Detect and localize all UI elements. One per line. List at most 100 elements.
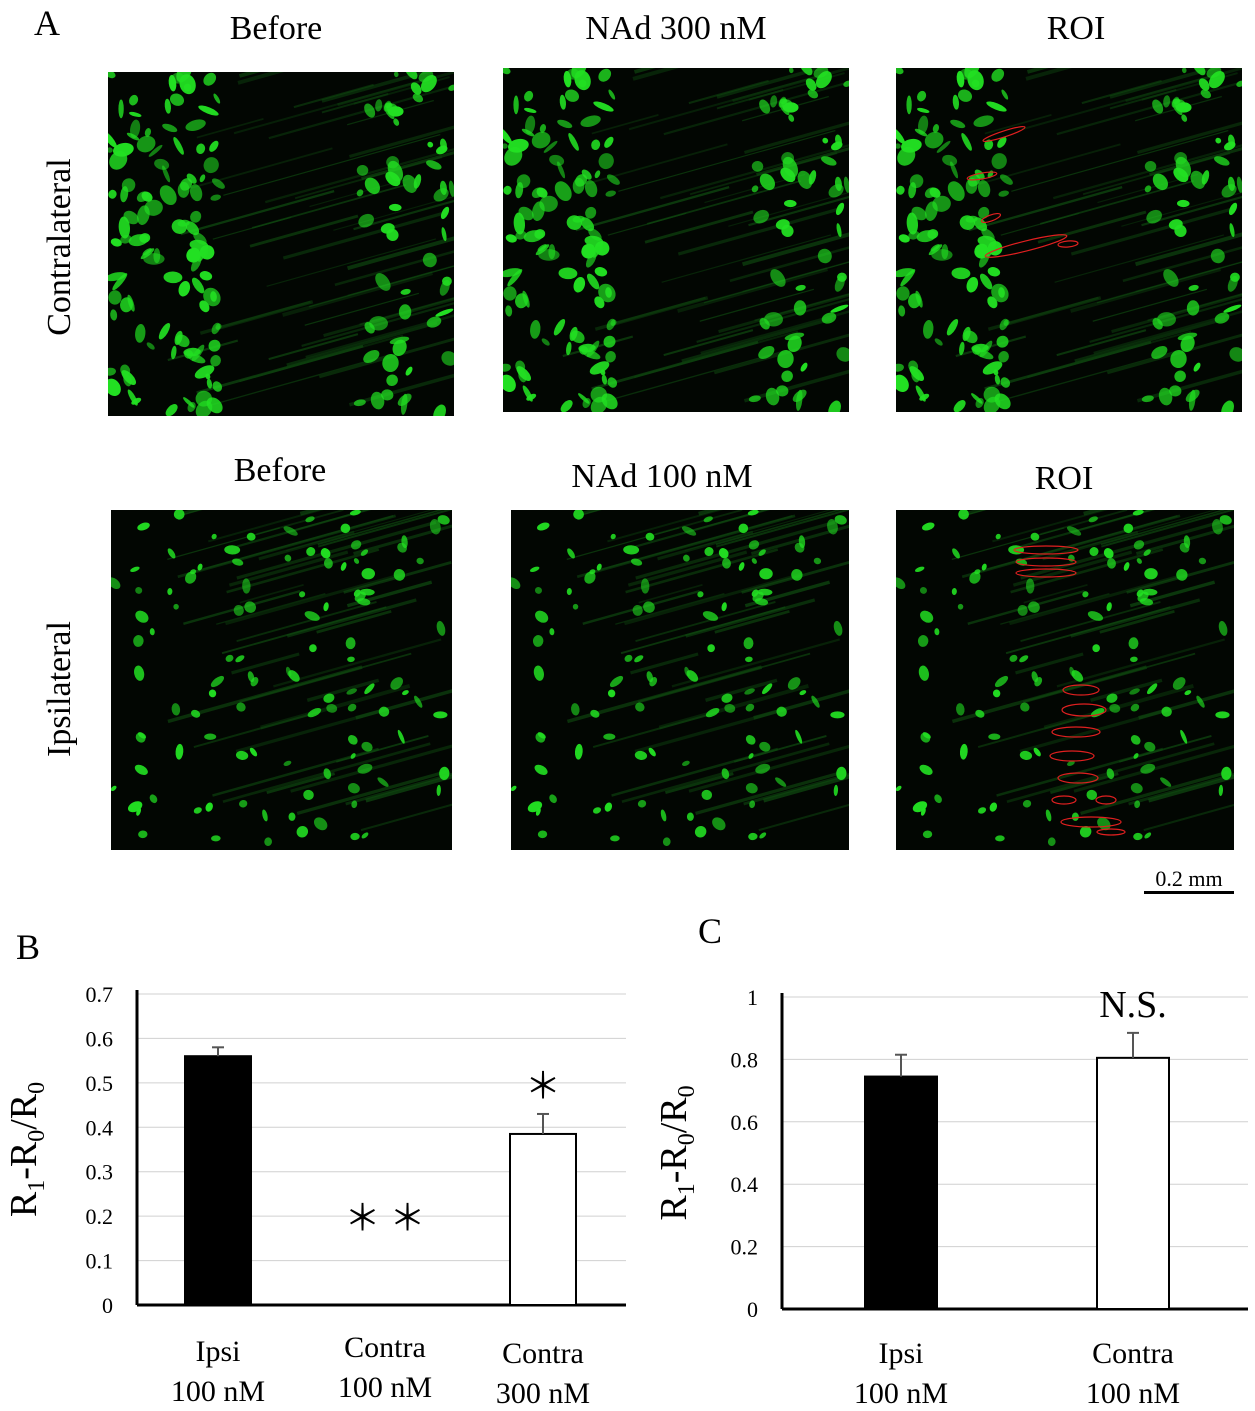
fluorescent-cell xyxy=(953,400,966,412)
fluorescent-cell xyxy=(361,741,373,752)
fluorescent-cell xyxy=(1082,591,1089,598)
fiber-striation xyxy=(1010,548,1164,594)
fluorescent-cell xyxy=(1001,89,1009,100)
fluorescent-cell xyxy=(513,212,526,235)
fluorescent-cell xyxy=(601,393,618,410)
fluorescent-cell xyxy=(566,215,583,230)
fluorescent-cell xyxy=(1198,557,1207,565)
fiber-striation xyxy=(742,232,849,267)
bar xyxy=(864,1075,938,1310)
fiber-striation xyxy=(612,296,706,325)
fluorescent-cell xyxy=(351,800,358,809)
fluorescent-cell xyxy=(908,360,919,372)
fiber-striation xyxy=(681,317,833,363)
fluorescent-cell xyxy=(511,785,517,792)
fiber-striation xyxy=(716,68,828,99)
fiber-striation xyxy=(223,133,441,196)
fluorescent-cell xyxy=(1144,568,1158,580)
fluorescent-cell xyxy=(590,709,600,718)
fluorescent-cell xyxy=(1218,784,1224,797)
fluorescent-cell xyxy=(950,119,966,129)
fluorescent-cell xyxy=(340,523,351,534)
fluorescent-cell xyxy=(1033,747,1041,757)
fluorescent-cell xyxy=(1163,95,1171,108)
fluorescent-cell xyxy=(397,729,405,744)
fluorescent-cell xyxy=(605,287,612,298)
fluorescent-cell xyxy=(190,569,197,575)
fluorescent-cell xyxy=(364,103,376,118)
fluorescent-cell xyxy=(1152,173,1168,191)
fiber-striation xyxy=(607,510,724,543)
fluorescent-cell xyxy=(751,185,759,193)
fluorescent-cell xyxy=(1174,224,1187,237)
fluorescent-cell xyxy=(795,389,803,411)
fluorescent-cell xyxy=(957,603,964,610)
fluorescent-cell xyxy=(837,272,847,282)
fluorescent-cell xyxy=(1142,588,1158,596)
title-contra-nad: NAd 300 nM xyxy=(585,10,767,47)
fiber-striation xyxy=(756,147,849,177)
fluorescent-cell xyxy=(513,95,519,115)
fiber-striation xyxy=(304,292,420,326)
fluorescent-cell xyxy=(770,269,786,287)
fluorescent-cell xyxy=(1218,620,1228,636)
fluorescent-cell xyxy=(1020,702,1030,712)
fluorescent-cell xyxy=(799,690,807,696)
fiber-striation xyxy=(282,210,449,260)
fluorescent-cell xyxy=(323,602,329,612)
fluorescent-cell xyxy=(1106,602,1112,612)
fluorescent-cell xyxy=(973,217,988,232)
fiber-striation xyxy=(282,271,433,317)
fluorescent-cell xyxy=(356,189,364,197)
y-tick-label: 0.4 xyxy=(86,1115,114,1140)
fluorescent-cell xyxy=(896,374,909,393)
fluorescent-cell xyxy=(780,167,796,183)
bar xyxy=(509,1132,577,1306)
fluorescent-cell xyxy=(817,248,832,264)
roi-outline xyxy=(966,171,998,181)
fluorescent-cell xyxy=(206,397,223,414)
fiber-striation xyxy=(1054,234,1225,283)
fluorescent-cell xyxy=(212,381,223,392)
fluorescent-cell xyxy=(1183,535,1191,549)
fluorescent-cell xyxy=(400,288,411,295)
fluorescent-cell xyxy=(986,101,1007,112)
fluorescent-cell xyxy=(135,610,149,623)
x-category-label: Ipsi xyxy=(196,1335,241,1368)
fluorescent-cell xyxy=(549,794,557,804)
x-category-label: 100 nM xyxy=(854,1377,948,1410)
fluorescent-cell xyxy=(262,809,268,822)
fluorescent-cell xyxy=(836,766,847,781)
fluorescent-cell xyxy=(571,68,587,79)
fluorescent-cell xyxy=(821,156,837,166)
fluorescent-cell xyxy=(598,153,614,170)
fluorescent-cell xyxy=(977,180,991,198)
fluorescent-cell xyxy=(239,799,248,808)
fluorescent-cell xyxy=(608,89,616,100)
fiber-striation xyxy=(961,510,986,517)
row-label-ipsilateral: Ipsilateral xyxy=(41,621,78,757)
fluorescent-cell xyxy=(749,800,756,809)
fluorescent-cell xyxy=(950,161,959,179)
fiber-striation xyxy=(1070,267,1221,313)
fluorescent-cell xyxy=(148,144,163,157)
panel-a-letter: A xyxy=(34,3,60,43)
fiber-striation xyxy=(306,678,380,702)
fiber-striation xyxy=(285,510,434,552)
fluorescent-cell xyxy=(924,131,944,149)
fluorescent-cell xyxy=(503,286,517,301)
fluorescent-cell xyxy=(962,326,971,341)
fluorescent-cell xyxy=(246,532,256,541)
fluorescent-cell xyxy=(174,330,183,345)
row-label-contralateral: Contralateral xyxy=(41,158,78,336)
fluorescent-cell xyxy=(925,201,938,221)
fluorescent-cell xyxy=(385,171,401,187)
fluorescent-cell xyxy=(946,318,959,336)
fluorescent-cell xyxy=(549,628,555,636)
fluorescent-cell xyxy=(433,404,446,416)
fluorescent-cell xyxy=(400,393,408,415)
fiber-striation xyxy=(1109,88,1177,110)
fluorescent-cell xyxy=(981,563,987,571)
fluorescent-cell xyxy=(1123,562,1130,571)
fluorescent-cell xyxy=(694,826,707,838)
